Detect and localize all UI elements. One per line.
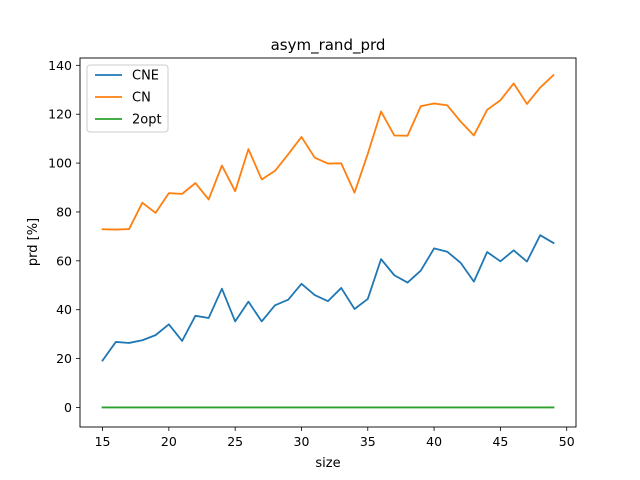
x-axis-label: size xyxy=(315,456,340,471)
axes-frame xyxy=(79,57,577,428)
y-tick-label: 60 xyxy=(56,253,72,268)
y-tick-label: 120 xyxy=(48,107,72,122)
series-line-cn xyxy=(101,73,555,231)
y-axis: 0 20 40 60 80 100 120 140 xyxy=(48,58,80,415)
x-axis: 15 20 25 30 35 40 45 50 xyxy=(95,427,575,449)
legend-label-2opt: 2opt xyxy=(132,113,162,128)
x-tick-label: 50 xyxy=(559,434,575,449)
y-axis-label: prd [%] xyxy=(26,218,41,266)
x-tick-label: 15 xyxy=(95,434,111,449)
x-tick-label: 40 xyxy=(426,434,442,449)
legend: CNE CN 2opt xyxy=(86,64,169,133)
y-tick-label: 0 xyxy=(64,400,72,415)
legend-label-cne: CNE xyxy=(132,69,159,84)
plot-area xyxy=(101,73,555,409)
y-tick-label: 40 xyxy=(56,302,72,317)
y-tick-label: 140 xyxy=(48,58,72,73)
x-tick-label: 20 xyxy=(161,434,177,449)
chart-title: asym_rand_prd xyxy=(271,36,386,55)
y-tick-label: 20 xyxy=(56,351,72,366)
y-tick-label: 100 xyxy=(48,156,72,171)
series-line-cne xyxy=(101,234,555,362)
x-tick-label: 45 xyxy=(492,434,508,449)
x-tick-label: 30 xyxy=(294,434,310,449)
y-tick-label: 80 xyxy=(56,204,72,219)
x-tick-label: 35 xyxy=(360,434,376,449)
x-tick-label: 25 xyxy=(227,434,243,449)
legend-label-cn: CN xyxy=(132,91,151,106)
legend-box xyxy=(86,64,169,133)
